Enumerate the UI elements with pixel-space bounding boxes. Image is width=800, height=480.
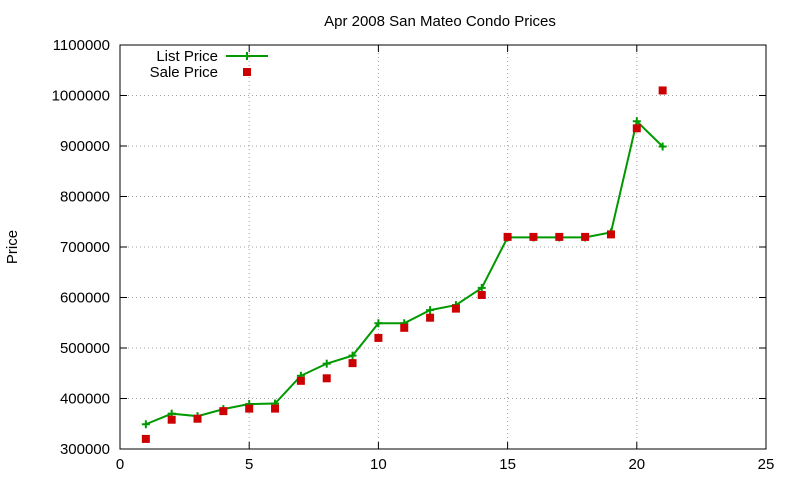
y-tick-label: 900000 xyxy=(60,138,110,155)
y-tick-labels: 300000 400000 500000 600000 700000 800000 9000… xyxy=(52,37,110,458)
x-tick-label: 5 xyxy=(245,456,253,473)
y-tick-label: 400000 xyxy=(60,391,110,408)
y-tick-label: 1000000 xyxy=(52,88,110,105)
point-sale-price xyxy=(477,290,486,299)
y-axis-label: Price xyxy=(4,230,21,264)
point-list-price xyxy=(477,283,486,292)
point-sale-price xyxy=(426,313,435,322)
point-list-price xyxy=(374,319,383,328)
y-tick-label: 500000 xyxy=(60,340,110,357)
point-sale-price xyxy=(348,359,357,368)
point-sale-price xyxy=(451,304,460,313)
point-sale-price xyxy=(503,232,512,241)
point-sale-price xyxy=(219,407,228,416)
point-sale-price xyxy=(581,232,590,241)
point-sale-price xyxy=(271,404,280,413)
x-tick-label: 15 xyxy=(499,456,516,473)
point-list-price xyxy=(632,117,641,126)
x-tick-label: 0 xyxy=(116,456,124,473)
point-sale-price xyxy=(374,333,383,342)
ticks xyxy=(119,44,767,450)
point-list-price xyxy=(658,142,667,151)
y-tick-label: 800000 xyxy=(60,189,110,206)
series-line-list-price xyxy=(145,119,664,426)
point-sale-price xyxy=(245,404,254,413)
x-tick-label: 20 xyxy=(628,456,645,473)
point-list-price xyxy=(141,420,150,429)
legend-marker-sale-price xyxy=(243,68,251,76)
point-list-price xyxy=(426,306,435,315)
point-sale-price xyxy=(400,323,409,332)
grid xyxy=(120,45,766,449)
point-list-price xyxy=(322,359,331,368)
point-sale-price xyxy=(606,230,615,239)
point-sale-price xyxy=(167,415,176,424)
legend-label-sale-price: Sale Price xyxy=(150,64,218,81)
x-tick-label: 10 xyxy=(370,456,387,473)
point-sale-price xyxy=(632,124,641,133)
point-sale-price xyxy=(322,374,331,383)
point-sale-price xyxy=(141,434,150,443)
y-tick-label: 300000 xyxy=(60,441,110,458)
point-sale-price xyxy=(529,232,538,241)
point-list-price xyxy=(348,351,357,360)
point-sale-price xyxy=(193,414,202,423)
x-tick-label: 25 xyxy=(758,456,775,473)
legend: List Price Sale Price xyxy=(150,48,268,81)
point-sale-price xyxy=(658,86,667,95)
point-sale-price xyxy=(296,376,305,385)
point-sale-price xyxy=(555,232,564,241)
y-tick-label: 600000 xyxy=(60,290,110,307)
legend-label-list-price: List Price xyxy=(156,48,218,65)
chart-title: Apr 2008 San Mateo Condo Prices xyxy=(324,13,556,30)
y-tick-label: 700000 xyxy=(60,239,110,256)
series-group xyxy=(141,86,667,443)
y-tick-label: 1100000 xyxy=(53,37,110,54)
x-tick-labels: 0 5 10 15 20 25 xyxy=(116,456,775,473)
